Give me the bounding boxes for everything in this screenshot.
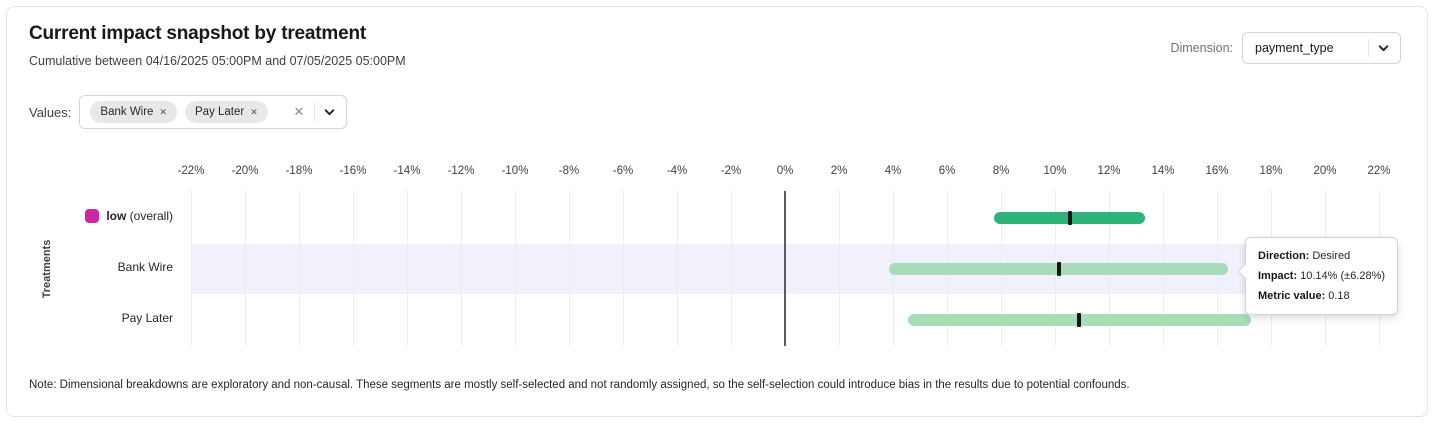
x-axis-tick-label: 12%	[1097, 165, 1121, 177]
tooltip: Direction: Desired Impact: 10.14% (±6.28%)…	[1237, 237, 1399, 315]
chip-label: Bank Wire	[100, 106, 154, 118]
tooltip-direction-line: Direction: Desired	[1258, 250, 1351, 262]
x-axis-tick-label: 18%	[1259, 165, 1283, 177]
impact-point-marker	[1056, 262, 1061, 276]
x-axis-tick-label: -14%	[393, 165, 421, 177]
gridline	[461, 191, 462, 346]
gridline	[623, 191, 624, 346]
gridline	[191, 191, 192, 346]
gridline	[245, 191, 246, 346]
impact-snapshot-card: Current impact snapshot by treatment Cum…	[6, 6, 1428, 417]
x-axis-tick-label: -6%	[612, 165, 634, 177]
impact-point-marker	[1067, 211, 1072, 225]
value-chip-pay-later[interactable]: Pay Later ✕	[185, 101, 268, 123]
x-axis-tick-label: -12%	[447, 165, 475, 177]
select-divider	[1368, 39, 1369, 57]
impact-chart: -22% -20% -18% -16% -14% -12% -10% -8% -6% -4% -2%…	[7, 7, 1427, 416]
x-axis-tick-label: -4%	[666, 165, 688, 177]
x-axis-tick-label: 10%	[1043, 165, 1067, 177]
x-axis-tick-label: 2%	[830, 165, 848, 177]
values-label: Values:	[29, 104, 72, 120]
clear-values-icon[interactable]: ✕	[293, 104, 305, 119]
footnote: Note: Dimensional breakdowns are explora…	[29, 379, 1130, 391]
zero-line	[784, 191, 786, 346]
x-axis-tick-label: -2%	[720, 165, 742, 177]
dimension-select[interactable]: payment_type	[1242, 32, 1401, 64]
values-control: Values: Bank Wire ✕ Pay Later ✕ ✕	[29, 95, 348, 129]
dimension-selected-value: payment_type	[1255, 41, 1334, 55]
treatment-row-label: Pay Later	[121, 311, 173, 325]
gridline	[569, 191, 570, 346]
gridline	[353, 191, 354, 346]
tooltip-impact-line: Impact: 10.14% (±6.28%)	[1258, 270, 1386, 282]
date-range-subtitle: Cumulative between 04/16/2025 05:00PM an…	[29, 54, 406, 68]
x-axis-tick-label: -10%	[501, 165, 529, 177]
gridline	[299, 191, 300, 346]
x-axis-tick-label: 8%	[992, 165, 1010, 177]
gridline	[839, 191, 840, 346]
x-axis-tick-label: 6%	[938, 165, 956, 177]
chip-label: Pay Later	[195, 106, 245, 118]
x-axis-tick-label: -8%	[558, 165, 580, 177]
tooltip-metric-line: Metric value: 0.18	[1258, 290, 1350, 302]
value-chip-bank-wire[interactable]: Bank Wire ✕	[90, 101, 177, 123]
treatment-row-label: low (overall)	[7, 209, 173, 223]
gridline	[731, 191, 732, 346]
x-axis-tick-label: -22%	[177, 165, 205, 177]
treatment-row-label: Bank Wire	[117, 260, 173, 274]
gridline	[407, 191, 408, 346]
legend-swatch	[85, 209, 100, 223]
chevron-down-icon[interactable]	[323, 106, 336, 119]
page-title: Current impact snapshot by treatment	[29, 23, 366, 44]
x-axis-tick-label: -16%	[339, 165, 367, 177]
dimension-label: Dimension:	[1170, 41, 1233, 55]
remove-chip-icon[interactable]: ✕	[250, 106, 258, 117]
remove-chip-icon[interactable]: ✕	[159, 106, 167, 117]
x-axis-tick-label: 14%	[1151, 165, 1175, 177]
chevron-down-icon	[1377, 42, 1390, 55]
x-axis-tick-label: 22%	[1367, 165, 1391, 177]
x-axis-tick-label: -18%	[285, 165, 313, 177]
gridline	[515, 191, 516, 346]
x-axis-tick-label: 0%	[776, 165, 794, 177]
dimension-control: Dimension: payment_type	[1170, 32, 1401, 64]
values-multiselect[interactable]: Bank Wire ✕ Pay Later ✕ ✕	[79, 95, 348, 129]
x-axis-tick-label: -20%	[231, 165, 259, 177]
x-axis-tick-label: 20%	[1313, 165, 1337, 177]
x-axis-tick-label: 4%	[884, 165, 902, 177]
select-divider	[314, 103, 316, 121]
impact-point-marker	[1077, 313, 1082, 327]
gridline	[677, 191, 678, 346]
x-axis-tick-label: 16%	[1205, 165, 1229, 177]
